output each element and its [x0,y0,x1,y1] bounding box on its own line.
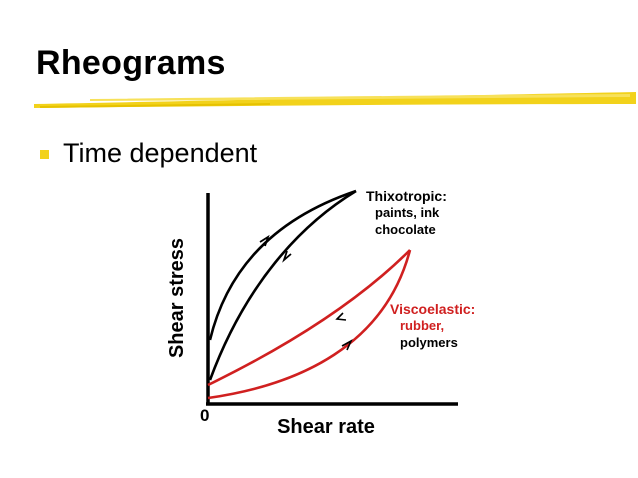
viscoelastic-line1: rubber, [400,318,444,333]
thixotropic-title: Thixotropic: [366,188,447,204]
thixotropic-down-curve [208,189,357,381]
thixotropic-line2: chocolate [375,222,436,237]
title-underline [34,92,636,108]
thixotropic-up-arrow [259,234,270,247]
bullet-text: Time dependent [63,138,258,168]
bullet-item: Time dependent [40,138,257,169]
slide-title: Rheograms [36,44,226,82]
bullet-square-icon [40,150,49,159]
thixotropic-up-curve [208,189,357,341]
x-axis-label: Shear rate [277,416,375,438]
thixotropic-line1: paints, ink [375,205,440,220]
y-axis-label: Shear stress [166,238,188,358]
viscoelastic-down-curve [207,249,411,387]
viscoelastic-title: Viscoelastic: [390,301,475,317]
viscoelastic-line2: polymers [400,335,458,350]
viscoelastic-down-arrow [335,312,347,321]
thixotropic-down-arrow [282,250,292,263]
origin-label: 0 [200,406,209,425]
viscoelastic-up-curve [207,249,412,400]
viscoelastic-up-arrow [341,339,353,351]
